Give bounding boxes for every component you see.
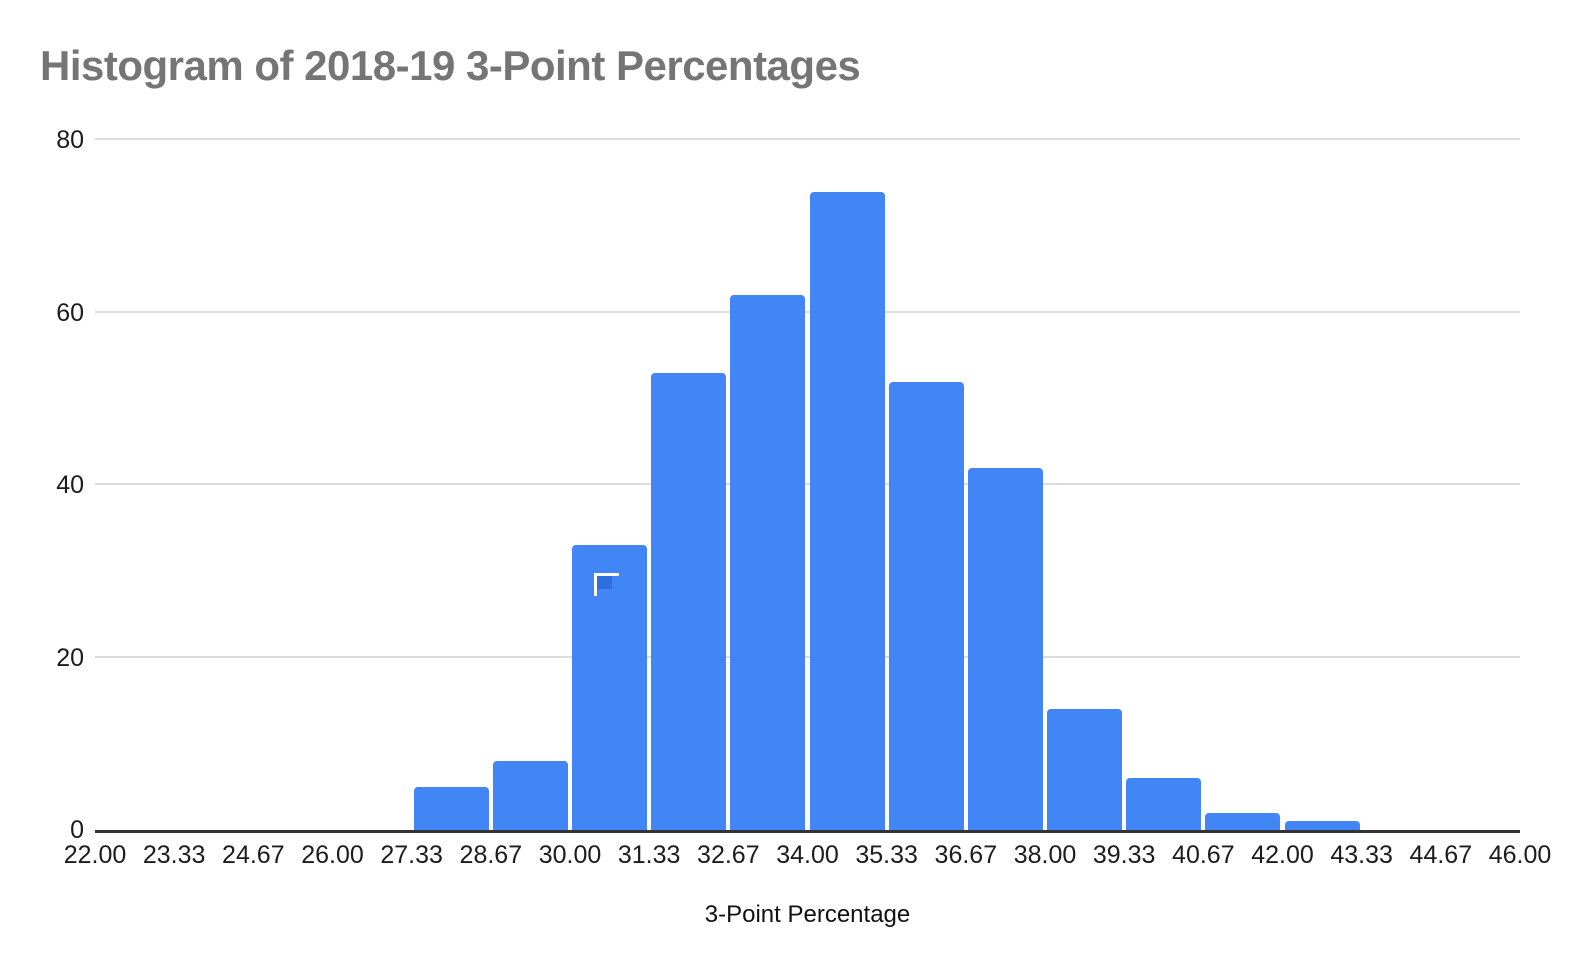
x-tick-label: 38.00	[1013, 841, 1077, 869]
x-tick-label: 42.00	[1251, 841, 1314, 869]
selection-corner-artifact	[594, 573, 619, 596]
histogram-bar-39.33[interactable]	[1126, 778, 1202, 830]
y-tick-label: 0	[70, 816, 84, 844]
y-tick-label: 40	[56, 471, 84, 499]
x-tick-label: 35.33	[855, 841, 918, 869]
x-tick-label: 44.67	[1409, 841, 1473, 869]
histogram-bar-28.67[interactable]	[492, 761, 568, 830]
gridline-60	[95, 310, 1520, 313]
x-tick-label: 31.33	[617, 841, 681, 869]
histogram-bar-30.00[interactable]	[571, 545, 648, 830]
y-tick-label: 80	[56, 126, 84, 154]
histogram-bar-34.00[interactable]	[809, 191, 885, 830]
histogram-bar-40.67[interactable]	[1205, 812, 1281, 830]
x-tick-label: 22.00	[63, 841, 127, 869]
plot-area	[95, 138, 1520, 833]
histogram-bar-38.00[interactable]	[1046, 709, 1123, 830]
x-tick-label: 46.00	[1488, 841, 1552, 869]
gridline-40	[95, 483, 1520, 485]
histogram-bar-31.33[interactable]	[651, 372, 727, 830]
x-tick-label: 28.67	[459, 841, 523, 869]
x-axis-title: 3-Point Percentage	[704, 901, 911, 928]
y-tick-label: 20	[56, 643, 84, 672]
histogram-bar-32.67[interactable]	[730, 295, 806, 830]
x-tick-label: 27.33	[380, 841, 443, 869]
x-tick-label: 26.00	[301, 841, 364, 869]
x-tick-label: 32.67	[697, 841, 760, 869]
x-tick-label: 36.67	[934, 841, 998, 869]
x-tick-label: 40.67	[1172, 841, 1235, 869]
histogram-bar-42.00[interactable]	[1284, 821, 1360, 830]
histogram-bar-35.33[interactable]	[888, 381, 964, 830]
gridline-80	[95, 138, 1520, 140]
x-tick-label: 39.33	[1092, 841, 1156, 869]
x-tick-label: 30.00	[538, 841, 602, 869]
chart-title: Histogram of 2018-19 3-Point Percentages	[40, 42, 861, 89]
x-tick-label: 34.00	[776, 841, 839, 869]
y-tick-label: 60	[56, 298, 84, 327]
gridline-20	[95, 655, 1520, 658]
x-tick-label: 24.67	[222, 841, 285, 869]
histogram-bar-36.67[interactable]	[967, 467, 1043, 830]
histogram-bar-27.33[interactable]	[413, 786, 489, 830]
x-tick-label: 23.33	[142, 841, 206, 869]
x-tick-label: 43.33	[1330, 841, 1393, 869]
